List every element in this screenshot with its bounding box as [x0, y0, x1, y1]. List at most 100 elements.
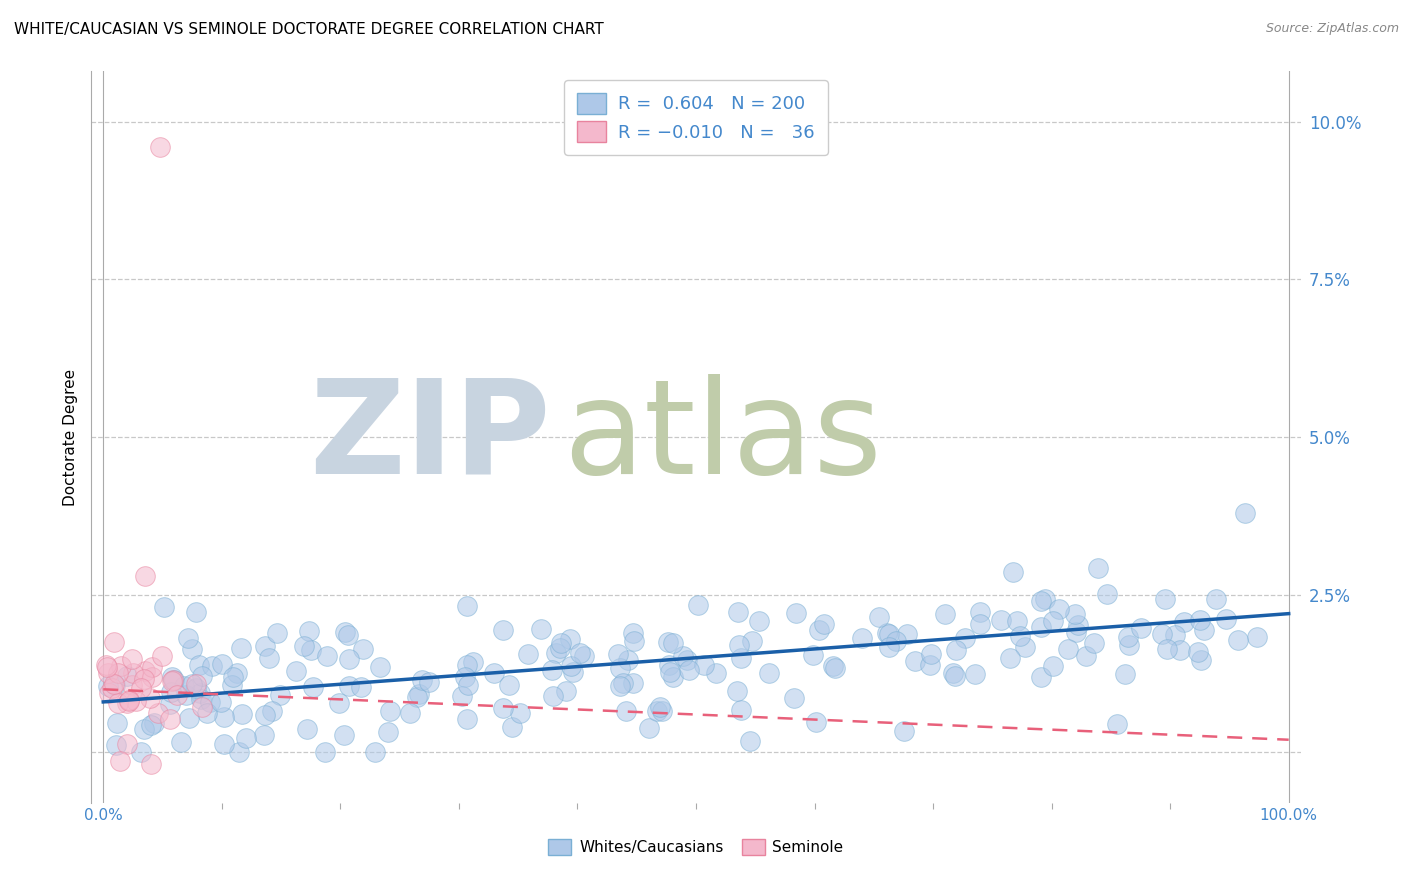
- Point: [801, 648, 824, 663]
- Point: [377, 725, 399, 739]
- Point: [103, 635, 125, 649]
- Point: [1168, 643, 1191, 657]
- Point: [148, 706, 170, 720]
- Point: [955, 632, 977, 646]
- Point: [896, 627, 918, 641]
- Point: [159, 697, 181, 711]
- Point: [638, 721, 661, 735]
- Point: [659, 665, 682, 680]
- Point: [177, 711, 200, 725]
- Point: [606, 647, 628, 661]
- Point: [785, 607, 807, 621]
- Point: [162, 673, 184, 687]
- Point: [612, 675, 634, 690]
- Point: [748, 615, 770, 629]
- Point: [692, 657, 714, 672]
- Point: [411, 673, 433, 688]
- Point: [150, 648, 173, 663]
- Point: [651, 704, 673, 718]
- Point: [333, 728, 356, 742]
- Point: [235, 731, 257, 745]
- Point: [181, 677, 204, 691]
- Point: [418, 675, 440, 690]
- Point: [1067, 618, 1090, 632]
- Point: [658, 658, 681, 673]
- Point: [456, 599, 478, 613]
- Point: [540, 663, 562, 677]
- Point: [1010, 629, 1032, 643]
- Point: [1164, 628, 1187, 642]
- Point: [1047, 602, 1070, 616]
- Point: [934, 607, 956, 622]
- Point: [574, 648, 596, 663]
- Point: [648, 699, 671, 714]
- Point: [160, 670, 183, 684]
- Point: [141, 670, 163, 684]
- Point: [942, 666, 965, 681]
- Point: [1014, 640, 1036, 654]
- Point: [134, 664, 156, 678]
- Point: [728, 638, 751, 652]
- Point: [904, 654, 927, 668]
- Point: [741, 634, 763, 648]
- Point: [672, 649, 695, 664]
- Point: [509, 706, 531, 721]
- Point: [173, 679, 195, 693]
- Point: [1233, 506, 1256, 520]
- Point: [266, 625, 288, 640]
- Point: [177, 631, 200, 645]
- Point: [482, 666, 505, 681]
- Point: [1087, 561, 1109, 575]
- Point: [783, 690, 806, 705]
- Point: [124, 694, 146, 708]
- Point: [190, 669, 212, 683]
- Point: [1153, 591, 1175, 606]
- Point: [96, 660, 118, 674]
- Point: [176, 689, 198, 703]
- Point: [1150, 627, 1173, 641]
- Point: [725, 684, 748, 698]
- Point: [945, 643, 967, 657]
- Point: [212, 737, 235, 751]
- Point: [1057, 642, 1080, 657]
- Point: [257, 651, 280, 665]
- Point: [688, 598, 710, 612]
- Point: [851, 631, 873, 645]
- Point: [97, 679, 120, 693]
- Point: [103, 677, 125, 691]
- Point: [920, 647, 942, 661]
- Point: [568, 646, 591, 660]
- Point: [1194, 623, 1216, 637]
- Point: [1246, 630, 1268, 644]
- Point: [1189, 652, 1212, 666]
- Point: [212, 710, 235, 724]
- Point: [877, 626, 900, 640]
- Point: [221, 670, 243, 684]
- Point: [209, 695, 232, 709]
- Point: [727, 605, 749, 619]
- Point: [100, 681, 122, 695]
- Point: [558, 632, 581, 646]
- Point: [408, 687, 430, 701]
- Point: [1156, 641, 1178, 656]
- Point: [181, 642, 204, 657]
- Point: [316, 649, 339, 664]
- Point: [110, 658, 132, 673]
- Point: [231, 640, 253, 655]
- Point: [1033, 592, 1056, 607]
- Point: [969, 605, 991, 619]
- Point: [704, 665, 727, 680]
- Point: [1215, 612, 1237, 626]
- Point: [965, 667, 987, 681]
- Point: [457, 677, 479, 691]
- Point: [560, 659, 582, 673]
- Point: [195, 706, 218, 720]
- Point: [1097, 587, 1119, 601]
- Point: [456, 713, 478, 727]
- Point: [201, 659, 224, 673]
- Point: [738, 734, 761, 748]
- Point: [516, 647, 538, 661]
- Point: [211, 657, 233, 671]
- Point: [108, 754, 131, 768]
- Point: [1029, 670, 1052, 684]
